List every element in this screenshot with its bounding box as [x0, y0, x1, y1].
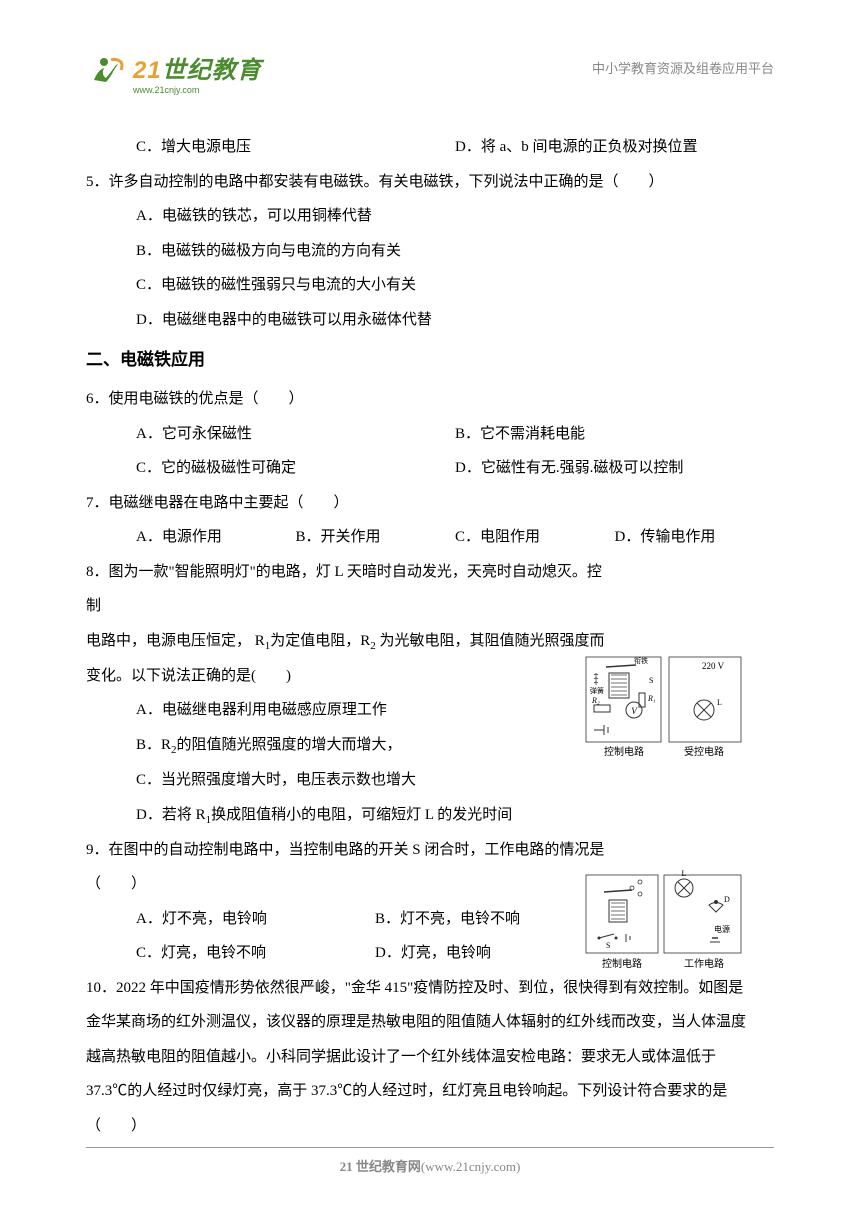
logo-url: www.21cnjy.com: [133, 85, 262, 95]
q9-option-b: B．灯不亮，电铃不响: [375, 902, 614, 937]
q4-option-c: C．增大电源电压: [136, 130, 455, 165]
svg-text:R₂: R₂: [591, 696, 600, 705]
svg-text:R₁: R₁: [647, 694, 656, 703]
svg-text:220 V: 220 V: [702, 661, 725, 671]
footer-text: 21 世纪教育网(www.21cnjy.com): [340, 1159, 521, 1174]
q6-option-b: B．它不需消耗电能: [455, 417, 774, 452]
q5-option-d-row: D．电磁继电器中的电磁铁可以用永磁体代替: [86, 303, 774, 338]
q7-option-b: B．开关作用: [296, 520, 456, 555]
section-2-header: 二、电磁铁应用: [86, 340, 774, 379]
q6-option-c: C．它的磁极磁性可确定: [136, 451, 455, 486]
logo: 21世纪教育 www.21cnjy.com: [86, 50, 262, 95]
q7-option-c: C．电阻作用: [455, 520, 615, 555]
q6-text: 6．使用电磁铁的优点是（ ）: [86, 382, 774, 417]
q4-option-d: D．将 a、b 间电源的正负极对换位置: [455, 130, 774, 165]
q5-option-c-row: C．电磁铁的磁性强弱只与电流的大小有关: [86, 268, 774, 303]
q6-option-a: A．它可永保磁性: [136, 417, 455, 452]
q7-option-a: A．电源作用: [136, 520, 296, 555]
q5-option-a-row: A．电磁铁的铁芯，可以用铜棒代替: [86, 199, 774, 234]
q10-text-1: 10．2022 年中国疫情形势依然很严峻，"金华 415"疫情防控及时、到位，很…: [86, 971, 774, 1006]
svg-text:受控电路: 受控电路: [684, 745, 724, 758]
svg-text:弹簧: 弹簧: [590, 686, 604, 695]
svg-text:工作电路: 工作电路: [684, 957, 724, 970]
q8-option-c: C．当光照强度增大时，电压表示数也增大: [136, 763, 774, 798]
q10-text-4: 37.3℃的人经过时仅绿灯亮，高于 37.3℃的人经过时，红灯亮且电铃响起。下列…: [86, 1074, 774, 1109]
q10-text-3: 越高热敏电阻的阻值越小。小科同学据此设计了一个红外线体温安检电路：要求无人或体温…: [86, 1040, 774, 1075]
q9-option-a: A．灯不亮，电铃响: [136, 902, 375, 937]
q10-text-5: （ ）: [86, 1109, 774, 1144]
svg-text:S: S: [606, 941, 610, 950]
q5-option-d: D．电磁继电器中的电磁铁可以用永磁体代替: [136, 303, 774, 338]
logo-icon: [86, 50, 128, 92]
q9-option-c: C．灯亮，电铃不响: [136, 936, 375, 971]
q7-option-d: D．传输电作用: [615, 520, 775, 555]
q4-options-cd: C．增大电源电压 D．将 a、b 间电源的正负极对换位置: [86, 130, 774, 165]
svg-text:L: L: [717, 698, 722, 707]
q7-text: 7．电磁继电器在电路中主要起（ ）: [86, 486, 774, 521]
svg-text:电源: 电源: [714, 924, 730, 934]
svg-text:V: V: [631, 706, 638, 716]
q6-option-d: D．它磁性有无.强弱.磁极可以控制: [455, 451, 774, 486]
q5-option-b-row: B．电磁铁的磁极方向与电流的方向有关: [86, 234, 774, 269]
svg-text:L: L: [682, 870, 687, 878]
main-content: C．增大电源电压 D．将 a、b 间电源的正负极对换位置 5．许多自动控制的电路…: [86, 130, 774, 1143]
q10-text-2: 金华某商场的红外测温仪，该仪器的原理是热敏电阻的阻值随人体辐射的红外线而改变，当…: [86, 1005, 774, 1040]
header-subtitle: 中小学教育资源及组卷应用平台: [592, 58, 774, 77]
page-header: 21世纪教育 www.21cnjy.com 中小学教育资源及组卷应用平台: [86, 50, 774, 95]
q8-text-2: 电路中，电源电压恒定， R1为定值电阻，R2 为光敏电阻，其阻值随光照强度而: [86, 624, 774, 659]
svg-text:控制电路: 控制电路: [602, 957, 642, 970]
svg-text:S: S: [649, 676, 653, 685]
q8-option-c-row: C．当光照强度增大时，电压表示数也增大: [86, 763, 774, 798]
q5-option-c: C．电磁铁的磁性强弱只与电流的大小有关: [136, 268, 774, 303]
q7-options: A．电源作用 B．开关作用 C．电阻作用 D．传输电作用: [86, 520, 774, 555]
q6-options-ab: A．它可永保磁性 B．它不需消耗电能: [86, 417, 774, 452]
svg-text:衔铁: 衔铁: [634, 656, 648, 665]
logo-title: 21世纪教育: [133, 50, 262, 85]
circuit-diagram-q8: V R₂ R₁ S 弹簧 衔铁 220 V L 控制电路 受控电路: [584, 655, 744, 765]
logo-text: 21世纪教育 www.21cnjy.com: [133, 50, 262, 95]
page-footer: 21 世纪教育网(www.21cnjy.com): [86, 1147, 774, 1176]
q8-option-d: D．若将 R1换成阻值稍小的电阻，可缩短灯 L 的发光时间: [136, 798, 774, 833]
q8-option-d-row: D．若将 R1换成阻值稍小的电阻，可缩短灯 L 的发光时间: [86, 798, 774, 833]
q5-option-a: A．电磁铁的铁芯，可以用铜棒代替: [136, 199, 774, 234]
q6-options-cd: C．它的磁极磁性可确定 D．它磁性有无.强弱.磁极可以控制: [86, 451, 774, 486]
q9-option-d: D．灯亮，电铃响: [375, 936, 614, 971]
q5-option-b: B．电磁铁的磁极方向与电流的方向有关: [136, 234, 774, 269]
q8-text-1: 8．图为一款"智能照明灯"的电路，灯 L 天暗时自动发光，天亮时自动熄灭。控制: [86, 555, 774, 624]
q5-text: 5．许多自动控制的电路中都安装有电磁铁。有关电磁铁，下列说法中正确的是（ ）: [86, 165, 774, 200]
svg-text:控制电路: 控制电路: [604, 745, 644, 758]
circuit-diagram-q9: S L D 电源 控制电路 工作电路: [584, 870, 744, 975]
svg-text:D: D: [724, 895, 730, 904]
